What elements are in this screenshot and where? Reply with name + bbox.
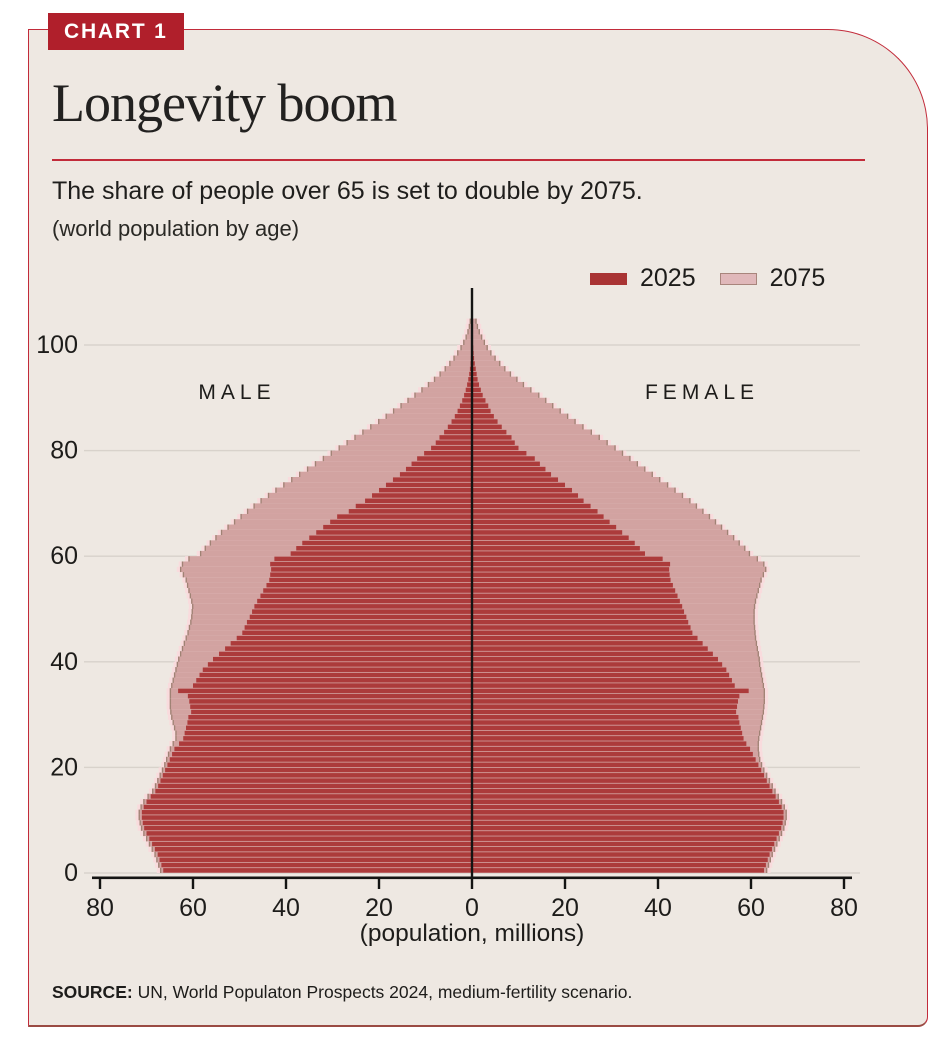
legend-swatch-2075	[719, 272, 757, 285]
svg-text:80: 80	[50, 437, 78, 465]
svg-text:40: 40	[644, 894, 672, 922]
svg-text:20: 20	[551, 894, 579, 922]
legend-swatch-2025	[590, 272, 627, 285]
legend-label-2075: 2075	[769, 264, 826, 292]
source-prefix: SOURCE:	[52, 982, 133, 1002]
svg-text:40: 40	[50, 648, 78, 676]
chart-caption: (world population by age)	[52, 216, 300, 241]
chart-subtitle: The share of people over 65 is set to do…	[52, 177, 643, 205]
svg-text:60: 60	[50, 542, 78, 570]
female-label: FEMALE	[645, 381, 759, 404]
svg-text:60: 60	[179, 894, 207, 922]
chart-title: Longevity boom	[52, 73, 397, 133]
chart-legend: 2025 2075	[590, 264, 825, 293]
male-label: MALE	[198, 381, 275, 404]
svg-text:40: 40	[272, 894, 300, 922]
center-axis-line	[470, 288, 474, 877]
source-note: SOURCE: UN, World Populaton Prospects 20…	[52, 982, 632, 1003]
title-divider-rule	[52, 159, 865, 161]
svg-text:80: 80	[830, 894, 858, 922]
age-tick-labels: 0 20 40 60 80 100	[36, 331, 78, 887]
svg-text:60: 60	[737, 894, 765, 922]
svg-text:0: 0	[64, 859, 78, 887]
bars-2025	[141, 329, 784, 873]
svg-text:80: 80	[86, 894, 114, 922]
svg-text:100: 100	[36, 331, 78, 359]
svg-text:20: 20	[50, 753, 78, 781]
x-axis-title: (population, millions)	[360, 920, 585, 947]
chart-number-badge: CHART 1	[48, 13, 184, 50]
legend-label-2025: 2025	[640, 264, 696, 292]
source-text: UN, World Populaton Prospects 2024, medi…	[132, 982, 633, 1002]
svg-text:20: 20	[365, 894, 393, 922]
svg-text:0: 0	[465, 894, 479, 922]
x-tick-labels: 80 60 40 20 0 20 40 60 80	[86, 894, 858, 922]
x-axis	[92, 876, 852, 889]
